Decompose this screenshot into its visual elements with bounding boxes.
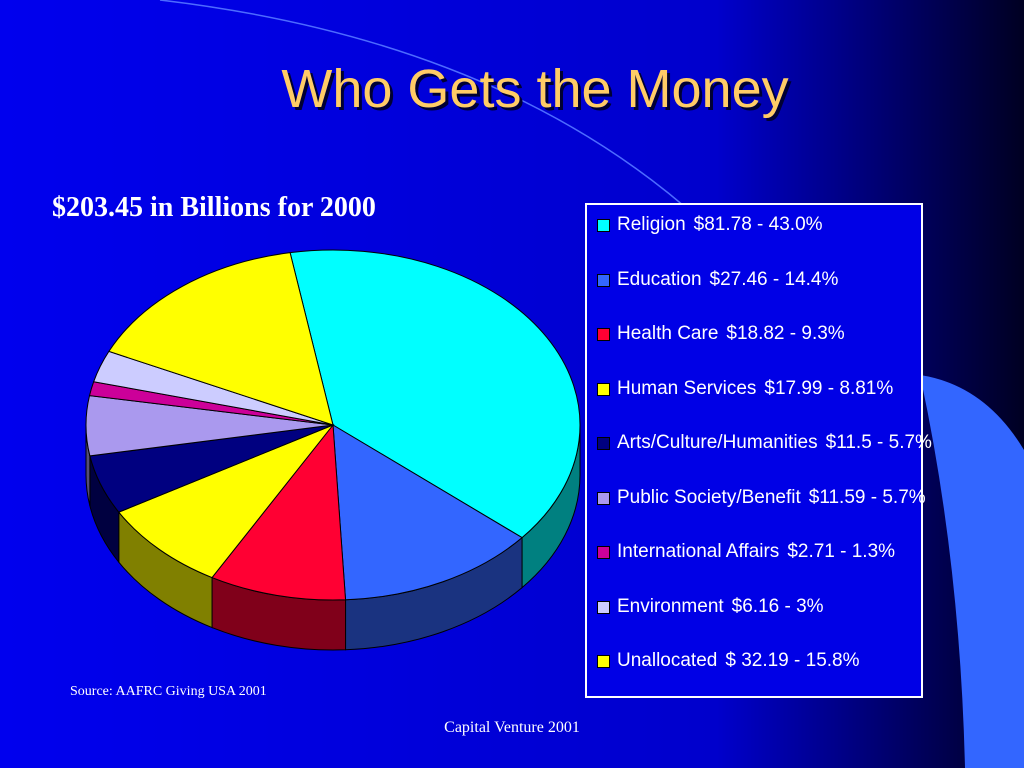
legend-value: $11.59 - 5.7% bbox=[808, 486, 926, 508]
legend-swatch bbox=[597, 655, 610, 668]
legend-swatch bbox=[597, 491, 610, 505]
legend-item: Public Society/Benefit $11.59 - 5.7% bbox=[597, 484, 935, 511]
legend-label: Human Services bbox=[617, 377, 757, 399]
legend-item: International Affairs $2.71 - 1.3% bbox=[597, 538, 935, 565]
legend-value: $27.46 - 14.4% bbox=[709, 268, 839, 290]
pie-slice bbox=[332, 424, 523, 601]
legend-item: Human Services $17.99 - 8.81% bbox=[597, 375, 935, 402]
legend-swatch bbox=[597, 219, 610, 232]
pie-slice bbox=[211, 423, 347, 601]
legend-value: $2.71 - 1.3% bbox=[787, 541, 896, 562]
legend-item: Arts/Culture/Humanities $11.5 - 5.7% bbox=[597, 429, 935, 456]
legend-item: Unallocated $ 32.19 - 15.8% bbox=[597, 647, 935, 674]
pie-slice bbox=[289, 249, 581, 539]
legend-item: Education $27.46 - 14.4% bbox=[597, 266, 935, 293]
chart-title: Who Gets the Money bbox=[281, 59, 788, 119]
legend-label: Education bbox=[617, 268, 702, 290]
pie-slice bbox=[117, 423, 335, 579]
title-shadow: Who Gets the Money bbox=[284, 62, 791, 122]
legend-label: Environment bbox=[617, 595, 724, 617]
legend: Religion $81.78 - 43.0% Education $27.46 - … bbox=[585, 203, 932, 698]
legend-value: $6.16 - 3% bbox=[731, 595, 824, 617]
pie bbox=[85, 249, 581, 651]
legend-swatch bbox=[597, 382, 610, 396]
legend-item: Environment $6.16 - 3% bbox=[597, 593, 935, 620]
legend-label: Arts/Culture/Humanities bbox=[617, 432, 818, 453]
legend-value: $81.78 - 43.0% bbox=[693, 214, 823, 235]
legend-label: Public Society/Benefit bbox=[617, 486, 801, 508]
legend-value: $18.82 - 9.3% bbox=[726, 323, 845, 344]
footer: Capital Venture 2001 bbox=[444, 719, 580, 736]
pie-slice bbox=[108, 252, 334, 426]
legend-item: Health Care $18.82 - 9.3% bbox=[597, 320, 935, 347]
legend-label: Health Care bbox=[617, 323, 719, 344]
legend-swatch bbox=[597, 600, 610, 614]
legend-label: Religion bbox=[617, 214, 686, 235]
legend-swatch bbox=[597, 273, 610, 287]
decoration bbox=[920, 375, 1024, 768]
subtitle: $203.45 in Billions for 2000 bbox=[52, 192, 376, 223]
legend-value: $17.99 - 8.81% bbox=[764, 377, 894, 399]
legend-swatch bbox=[597, 328, 610, 341]
legend-swatch bbox=[597, 437, 610, 450]
legend-swatch bbox=[597, 546, 610, 559]
legend-value: $ 32.19 - 15.8% bbox=[725, 650, 860, 671]
source: Source: AAFRC Giving USA 2001 bbox=[70, 684, 267, 699]
legend-item: Religion $81.78 - 43.0% bbox=[597, 211, 935, 238]
legend-value: $11.5 - 5.7% bbox=[825, 432, 932, 453]
legend-label: International Affairs bbox=[617, 541, 780, 562]
decoration-line bbox=[159, 0, 701, 221]
legend-label: Unallocated bbox=[617, 650, 718, 671]
